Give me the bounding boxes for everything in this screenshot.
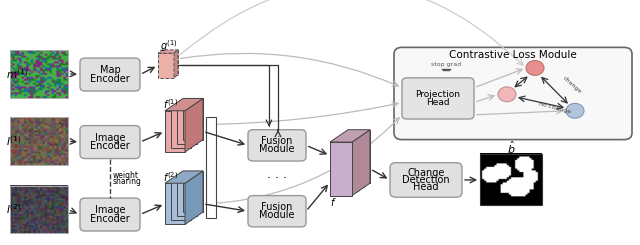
Polygon shape [330,142,352,196]
Bar [10,117,68,165]
Text: Encoder: Encoder [90,141,130,151]
Text: Fusion: Fusion [261,202,292,212]
Polygon shape [165,98,203,111]
Text: $\hat{b}$: $\hat{b}$ [507,140,515,156]
Text: Contrastive Loss Module: Contrastive Loss Module [449,50,577,60]
FancyBboxPatch shape [248,196,306,227]
Text: · · ·: · · · [267,172,287,185]
Text: Map: Map [100,65,120,75]
Text: Encoder: Encoder [90,214,130,224]
FancyBboxPatch shape [390,163,462,197]
Polygon shape [336,138,358,192]
Text: Module: Module [259,145,295,155]
Text: Fusion: Fusion [261,136,292,146]
Bar [10,50,68,98]
Polygon shape [330,142,352,196]
Text: $f^{(1)}$: $f^{(1)}$ [163,97,178,111]
Polygon shape [348,130,370,183]
Text: Encoder: Encoder [90,74,130,84]
Text: Detection: Detection [402,175,450,185]
Polygon shape [185,98,203,152]
Text: Change: Change [407,168,445,178]
FancyBboxPatch shape [80,198,140,231]
Polygon shape [158,53,174,78]
Polygon shape [352,130,370,196]
Text: $I^{(2)}$: $I^{(2)}$ [6,203,22,217]
Polygon shape [165,183,185,224]
Polygon shape [158,50,178,53]
Text: weight: weight [113,171,139,180]
Polygon shape [165,171,203,183]
Polygon shape [171,107,191,148]
Text: $f^{(2)}$: $f^{(2)}$ [163,170,178,184]
Polygon shape [171,179,191,220]
Polygon shape [185,171,203,224]
FancyBboxPatch shape [80,126,140,159]
Text: $I^{(1)}$: $I^{(1)}$ [6,134,22,148]
Text: Image: Image [95,133,125,143]
Text: Projection: Projection [415,90,461,99]
Text: no change: no change [538,101,572,114]
Text: $m^{(1)}$: $m^{(1)}$ [6,67,28,81]
Circle shape [498,87,516,102]
FancyBboxPatch shape [402,78,474,119]
Polygon shape [177,175,197,216]
Polygon shape [177,103,197,144]
FancyBboxPatch shape [80,58,140,91]
Polygon shape [330,130,370,142]
Circle shape [566,103,584,118]
Bar [480,154,542,206]
Text: Module: Module [259,210,295,220]
Polygon shape [183,98,203,140]
Text: sharing: sharing [113,177,142,186]
Circle shape [526,61,544,75]
FancyBboxPatch shape [248,130,306,161]
Text: $g^{(1)}$: $g^{(1)}$ [160,39,178,54]
Polygon shape [174,50,178,78]
Polygon shape [162,50,178,74]
Polygon shape [165,111,185,152]
Polygon shape [342,134,364,187]
Polygon shape [183,171,203,212]
Text: change: change [562,75,582,94]
Text: $f$: $f$ [330,196,337,208]
Bar [206,117,216,218]
Text: Head: Head [413,182,439,192]
Text: stop grad: stop grad [431,62,461,67]
Bar [10,186,68,233]
Text: Head: Head [426,98,450,107]
FancyBboxPatch shape [394,47,632,140]
Text: Image: Image [95,205,125,215]
